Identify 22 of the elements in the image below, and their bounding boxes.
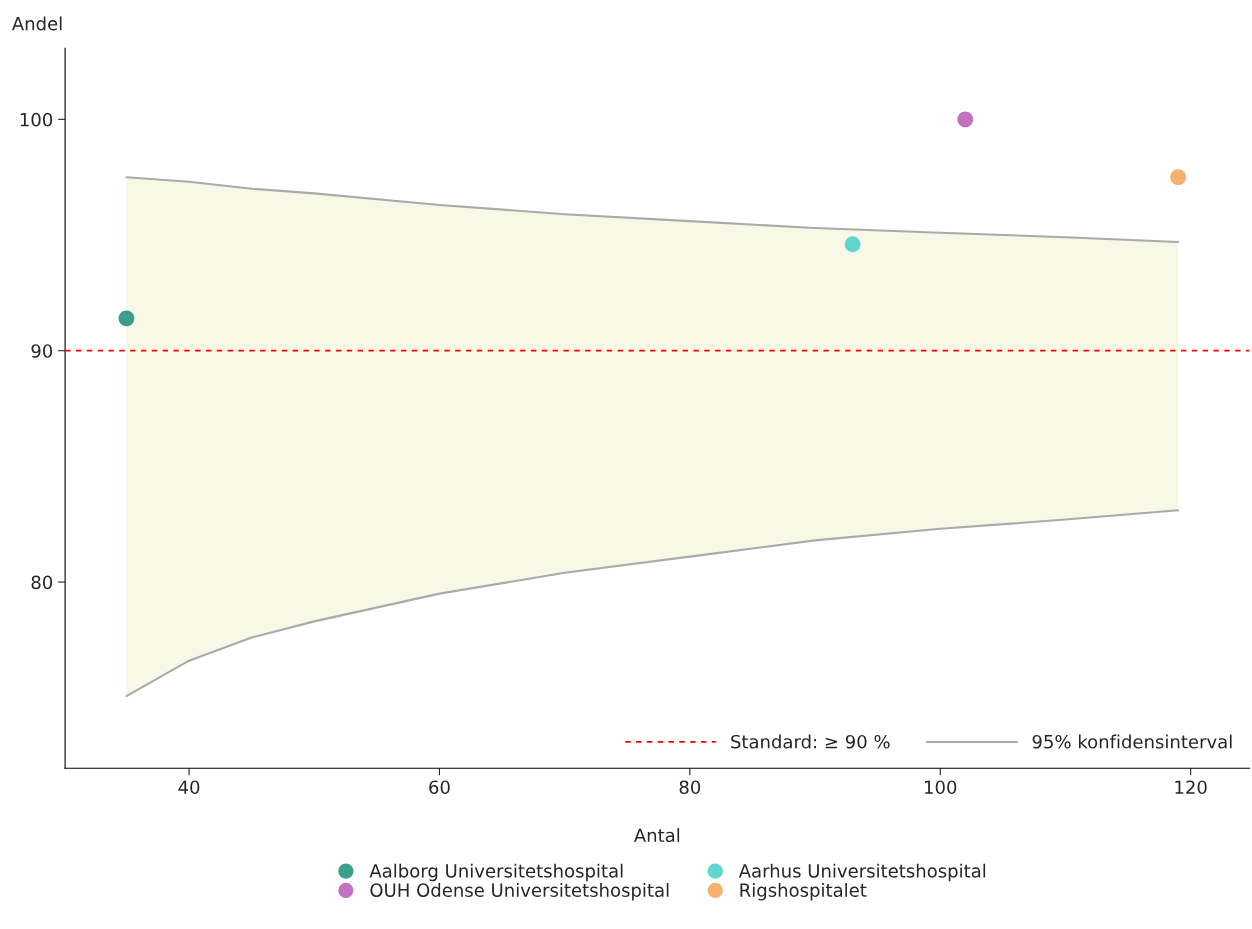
y-tick-label: 100 [20, 112, 53, 127]
point [957, 111, 974, 128]
line-series [125, 509, 1180, 698]
y-axis-title: Andel [11, 16, 62, 31]
legend-label: Aarhus Universitetshospital [738, 863, 986, 882]
x-axis-title: Antal [633, 828, 680, 843]
point [844, 236, 861, 253]
y-tick-label: 80 [31, 575, 53, 590]
x-tick-label: 40 [178, 780, 200, 795]
x-tick-label: 120 [1175, 780, 1207, 795]
x-tick-label: 100 [925, 780, 957, 795]
legend-label: Rigshospitalet [740, 883, 867, 901]
x-tick-label: 60 [429, 780, 450, 795]
legend-label: OUH Odense Universitetshospital [370, 883, 669, 901]
legend-label: Standard: ≥ 90 % [731, 734, 890, 749]
legend-label: 95% konfidensinterval [1032, 734, 1232, 749]
point [118, 310, 135, 327]
legend-label: Aalborg Universitetshospital [369, 863, 623, 882]
x-tick-label: 80 [679, 780, 701, 795]
line-series [125, 176, 1180, 243]
y-tick-label: 90 [31, 344, 53, 358]
point [1170, 169, 1187, 186]
